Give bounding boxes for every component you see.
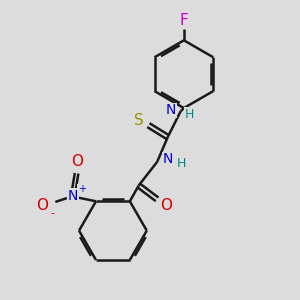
Text: H: H [177,157,186,170]
Text: O: O [160,198,172,213]
Text: S: S [134,113,144,128]
Text: O: O [36,198,48,213]
Text: F: F [179,13,188,28]
Text: N: N [162,152,172,167]
Text: H: H [185,108,194,121]
Text: O: O [71,154,83,169]
Text: N: N [68,189,78,203]
Text: +: + [78,184,86,194]
Text: -: - [50,208,54,219]
Text: N: N [166,103,176,117]
